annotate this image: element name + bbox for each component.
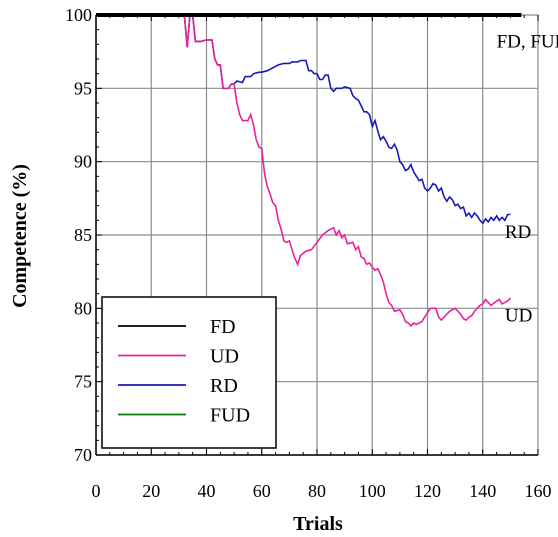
y-tick-label: 75 — [74, 372, 92, 392]
y-tick-label: 90 — [74, 152, 92, 172]
x-tick-label: 160 — [525, 481, 552, 501]
legend: FD UD RD FUD — [101, 296, 277, 449]
series-lines — [96, 13, 522, 328]
x-tick-label: 0 — [92, 481, 101, 501]
y-axis-title: Competence (%) — [9, 164, 31, 308]
y-tick-label: 100 — [65, 5, 92, 25]
legend-label-ud: UD — [210, 346, 239, 368]
legend-label-fud: FUD — [210, 405, 250, 427]
y-tick-label: 95 — [74, 78, 92, 98]
series-line-ud — [183, 14, 511, 328]
x-tick-label: 20 — [142, 481, 160, 501]
annotation-rd: RD — [505, 222, 531, 243]
legend-label-rd: RD — [210, 375, 238, 397]
x-tick-label: 40 — [198, 481, 216, 501]
x-tick-label: 60 — [253, 481, 271, 501]
axes — [95, 14, 539, 456]
x-axis-title: Trials — [293, 513, 343, 535]
x-tick-label: 100 — [359, 481, 386, 501]
y-tick-label: 80 — [74, 298, 92, 318]
x-tick-label: 80 — [308, 481, 326, 501]
legend-label-fd: FD — [210, 316, 236, 338]
y-tick-labels: 70 75 80 85 90 95 100 — [65, 5, 92, 465]
x-tick-labels: 0 20 40 60 80 100 120 140 160 — [92, 481, 552, 501]
x-tick-label: 140 — [469, 481, 496, 501]
annotation-fd-fud: FD, FUD — [497, 31, 558, 52]
x-tick-label: 120 — [414, 481, 441, 501]
legend-box — [101, 296, 277, 449]
y-tick-label: 70 — [74, 445, 92, 465]
y-tick-label: 85 — [74, 225, 92, 245]
line-annotations: FD, FUD RD UD — [497, 31, 558, 326]
series-line-rd — [183, 14, 511, 225]
annotation-ud: UD — [505, 306, 532, 327]
